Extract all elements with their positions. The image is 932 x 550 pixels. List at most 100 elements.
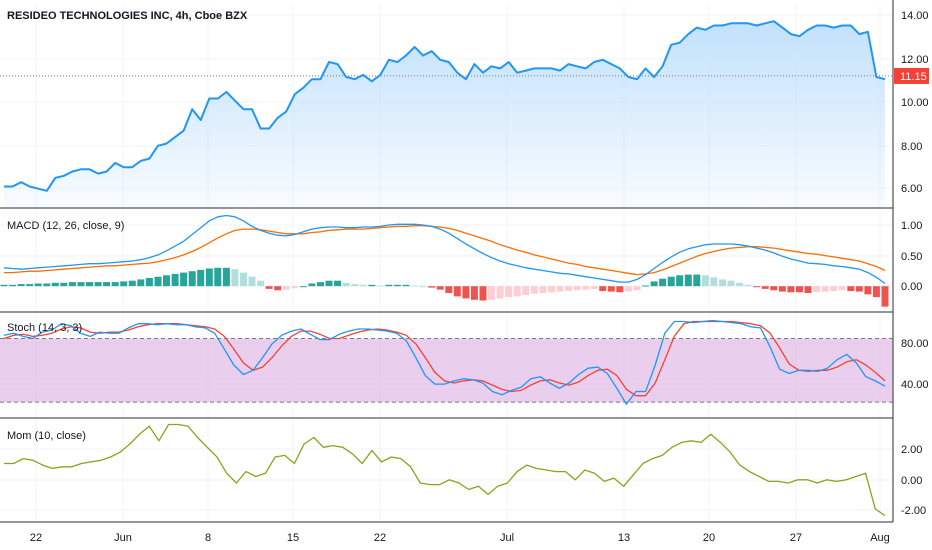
macd-histogram-bar	[154, 276, 162, 287]
macd-histogram-bar	[813, 286, 821, 293]
macd-histogram-bar	[368, 284, 376, 287]
macd-histogram-bar	[334, 280, 342, 287]
macd-histogram-bar	[94, 282, 102, 287]
y-tick-label: 14.00	[901, 10, 929, 22]
macd-histogram-bar	[582, 286, 590, 290]
macd-histogram-bar	[103, 282, 111, 287]
macd-histogram-bar	[830, 286, 838, 291]
chart-title: RESIDEO TECHNOLOGIES INC, 4h, Cboe BZX	[7, 10, 248, 22]
x-tick-label: 22	[30, 532, 42, 544]
macd-histogram-bar	[419, 286, 427, 288]
price-pane[interactable]	[0, 20, 893, 209]
macd-histogram-bar	[727, 280, 735, 287]
macd-histogram-bar	[308, 283, 316, 287]
macd-histogram-bar	[274, 286, 282, 291]
macd-histogram-bar	[624, 286, 632, 292]
macd-histogram-bar	[547, 286, 555, 293]
signal-line	[4, 225, 886, 276]
macd-pane[interactable]	[0, 214, 889, 307]
macd-histogram-bar	[787, 286, 795, 293]
macd-histogram-bar	[607, 286, 615, 292]
macd-histogram-bar	[479, 286, 487, 301]
macd-histogram-bar	[265, 286, 273, 289]
macd-histogram-bar	[556, 286, 564, 292]
macd-histogram-bar	[17, 284, 25, 287]
macd-histogram-bar	[222, 267, 230, 287]
macd-histogram-bar	[299, 286, 307, 288]
price-line	[4, 20, 886, 192]
macd-histogram-bar	[51, 282, 59, 287]
macd-histogram-bar	[590, 286, 598, 289]
macd-histogram-bar	[342, 282, 350, 287]
macd-histogram-bar	[744, 284, 752, 287]
macd-histogram-bar	[462, 286, 470, 299]
y-tick-label: 8.00	[901, 141, 922, 153]
y-tick-label: 0.00	[901, 475, 922, 487]
macd-histogram-bar	[821, 286, 829, 292]
macd-histogram-bar	[539, 286, 547, 293]
stoch-pane[interactable]	[0, 319, 893, 405]
macd-histogram-bar	[34, 283, 42, 287]
macd-histogram-bar	[522, 286, 530, 295]
y-tick-label: 1.00	[901, 220, 922, 232]
y-tick-label: 0.50	[901, 251, 922, 263]
macd-histogram-bar	[111, 282, 119, 287]
x-tick-label: Jul	[500, 532, 514, 544]
macd-histogram-bar	[120, 281, 128, 287]
macd-histogram-bar	[872, 286, 880, 298]
macd-histogram-bar	[650, 281, 658, 287]
price-axis: 11.15 14.00 12.00 10.00 8.00 6.00 1.00 0.50 0.00…	[894, 10, 929, 517]
macd-histogram-bar	[659, 278, 667, 287]
macd-histogram-bar	[197, 269, 205, 287]
macd-histogram-bar	[68, 282, 76, 287]
macd-histogram-bar	[453, 286, 461, 297]
x-tick-label: Jun	[114, 532, 132, 544]
macd-histogram-bar	[248, 276, 256, 287]
macd-histogram-bar	[710, 277, 718, 287]
time-axis: 22 Jun 8 15 22 Jul 13 20 27 Aug	[30, 532, 890, 544]
macd-histogram-bar	[325, 280, 333, 287]
y-tick-label: -2.00	[901, 505, 926, 517]
y-tick-label: 40.00	[901, 379, 929, 391]
y-tick-label: 2.00	[901, 444, 922, 456]
x-tick-label: Aug	[870, 532, 890, 544]
macd-histogram-bar	[445, 286, 453, 293]
x-tick-label: 15	[287, 532, 299, 544]
macd-histogram-bar	[171, 273, 179, 287]
macd-histogram-bar	[26, 284, 34, 287]
macd-histogram-bar	[488, 286, 495, 300]
y-tick-label: 0.00	[901, 281, 922, 293]
y-tick-label: 80.00	[901, 338, 929, 350]
macd-histogram-bar	[719, 279, 726, 287]
macd-histogram-bar	[137, 279, 145, 287]
macd-histogram-bar	[436, 286, 444, 290]
macd-histogram-bar	[60, 282, 68, 287]
y-tick-label: 12.00	[901, 54, 929, 66]
macd-histogram-bar	[231, 269, 239, 287]
macd-histogram-bar	[428, 286, 436, 288]
macd-histogram-bar	[778, 286, 786, 292]
x-tick-label: 27	[790, 532, 802, 544]
macd-histogram-bar	[736, 282, 744, 287]
macd-histogram-bar	[838, 286, 846, 291]
macd-histogram-bar	[633, 286, 641, 291]
macd-histogram-bar	[855, 286, 863, 292]
price-area-fill	[4, 21, 885, 209]
y-tick-label: 6.00	[901, 183, 922, 195]
macd-histogram-bar	[43, 283, 51, 287]
macd-histogram-bar	[796, 286, 803, 293]
momentum-pane[interactable]	[4, 423, 886, 517]
macd-histogram-bar	[205, 268, 213, 287]
macd-histogram-bar	[77, 282, 85, 287]
macd-histogram-bar	[282, 286, 290, 290]
macd-histogram-bar	[0, 284, 8, 287]
macd-histogram-bar	[847, 286, 855, 291]
macd-histogram-bar	[240, 272, 247, 287]
momentum-title: Mom (10, close)	[7, 430, 86, 442]
macd-line	[3, 214, 886, 285]
macd-histogram-bar	[291, 286, 299, 289]
macd-histogram-bar	[616, 286, 624, 293]
last-price-badge	[894, 67, 929, 84]
macd-histogram-bar	[573, 286, 581, 291]
